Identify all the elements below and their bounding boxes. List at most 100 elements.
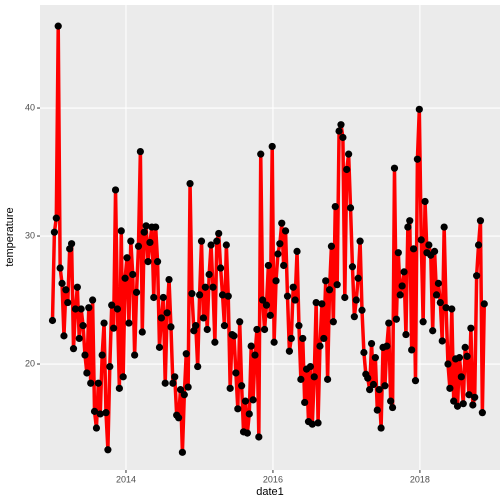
point [276, 240, 284, 248]
point [182, 350, 190, 358]
point [77, 305, 85, 313]
point [413, 155, 422, 163]
point [171, 373, 179, 381]
point [236, 318, 244, 326]
point [117, 227, 125, 235]
point [459, 400, 467, 408]
point [289, 283, 297, 291]
x-tick-label: 2016 [263, 474, 283, 484]
point [450, 397, 458, 405]
point [140, 228, 148, 236]
point [60, 332, 68, 340]
point [293, 247, 301, 255]
point [476, 217, 485, 225]
point [89, 296, 97, 304]
point [90, 407, 99, 415]
point [297, 375, 305, 383]
point [469, 401, 477, 409]
point [249, 396, 257, 404]
point [100, 319, 108, 327]
point [324, 375, 332, 383]
point [199, 314, 208, 322]
point [375, 386, 383, 394]
point [352, 296, 360, 304]
point [272, 277, 280, 285]
point [188, 290, 196, 298]
point [369, 380, 378, 389]
point [339, 133, 347, 142]
point [262, 301, 271, 309]
point [186, 179, 194, 188]
point [356, 237, 364, 245]
point [194, 362, 202, 371]
point [473, 272, 481, 280]
point [268, 142, 276, 151]
point [75, 334, 83, 343]
x-axis-title: date1 [256, 486, 284, 498]
point [364, 374, 372, 382]
point [394, 249, 402, 257]
point [431, 247, 439, 255]
point [243, 429, 251, 437]
point [283, 292, 292, 300]
point [220, 322, 229, 330]
point [127, 237, 135, 245]
point [320, 334, 328, 343]
point [429, 327, 437, 335]
point [465, 391, 473, 399]
point [197, 237, 206, 245]
point [274, 250, 282, 258]
point [83, 369, 91, 377]
point [259, 296, 267, 304]
point [446, 384, 454, 392]
point [448, 305, 456, 313]
y-axis-title: temperature [4, 207, 16, 266]
point [226, 384, 234, 392]
point [295, 322, 303, 330]
x-tick-label: 2014 [116, 474, 136, 484]
point [478, 409, 486, 417]
point [346, 204, 355, 212]
point [119, 373, 127, 381]
point [366, 386, 374, 394]
point [360, 348, 368, 357]
point [132, 288, 141, 296]
point [180, 391, 188, 399]
point [316, 342, 324, 350]
point [79, 322, 87, 330]
point [396, 291, 404, 299]
point [247, 342, 255, 350]
point [155, 343, 164, 351]
point [94, 379, 102, 387]
y-tick-label: 20 [25, 358, 35, 368]
point [385, 319, 393, 327]
point [184, 383, 192, 391]
point [455, 354, 464, 362]
point [67, 240, 76, 248]
point [201, 283, 209, 291]
point [104, 446, 112, 454]
point [402, 330, 410, 339]
point [56, 264, 64, 272]
point [230, 332, 238, 340]
point [354, 274, 362, 282]
y-tick-label: 30 [25, 230, 35, 240]
point [419, 318, 427, 326]
point [157, 314, 165, 322]
point [108, 301, 116, 309]
point [251, 351, 259, 359]
point [312, 298, 320, 307]
point [392, 315, 400, 323]
point [192, 322, 200, 330]
point [217, 264, 225, 272]
point [373, 406, 381, 414]
point [299, 334, 307, 343]
point [131, 351, 139, 359]
point [81, 351, 89, 359]
point [438, 337, 446, 345]
point [335, 127, 343, 135]
point [245, 410, 253, 418]
point [152, 223, 160, 231]
